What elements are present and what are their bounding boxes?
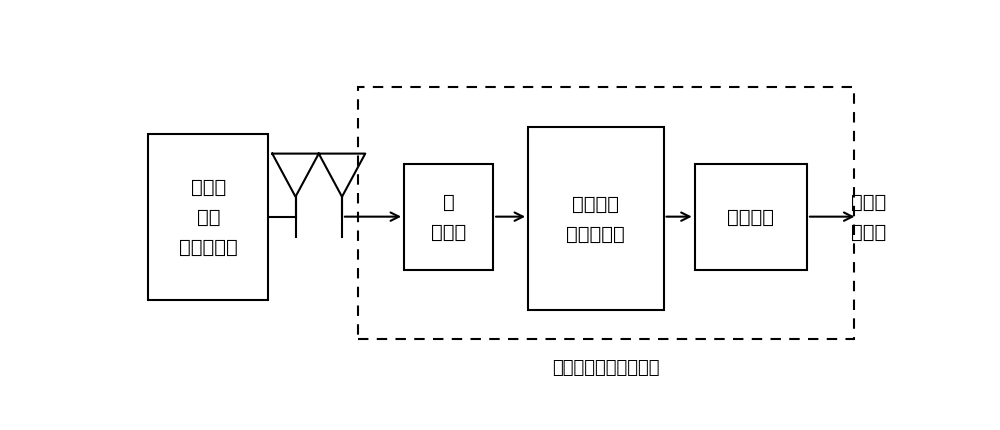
- Text: 脉冲超宽带: 脉冲超宽带: [179, 237, 238, 256]
- Bar: [148, 134, 268, 300]
- Text: 脉冲超宽带信号检测端: 脉冲超宽带信号检测端: [552, 358, 659, 376]
- Text: 决结果: 决结果: [851, 193, 887, 212]
- Text: 稀疏信号的: 稀疏信号的: [566, 224, 625, 243]
- Text: 输出判: 输出判: [851, 223, 887, 242]
- Bar: [358, 88, 854, 340]
- Text: 发射机: 发射机: [191, 178, 226, 197]
- Text: 判决比较: 判决比较: [727, 208, 774, 227]
- Text: 样: 样: [443, 193, 454, 212]
- Text: 随机采: 随机采: [431, 223, 466, 242]
- Bar: [404, 164, 493, 270]
- Bar: [695, 164, 807, 270]
- Text: 部分重构: 部分重构: [572, 194, 619, 213]
- Text: 信号: 信号: [197, 208, 220, 227]
- Bar: [528, 128, 664, 310]
